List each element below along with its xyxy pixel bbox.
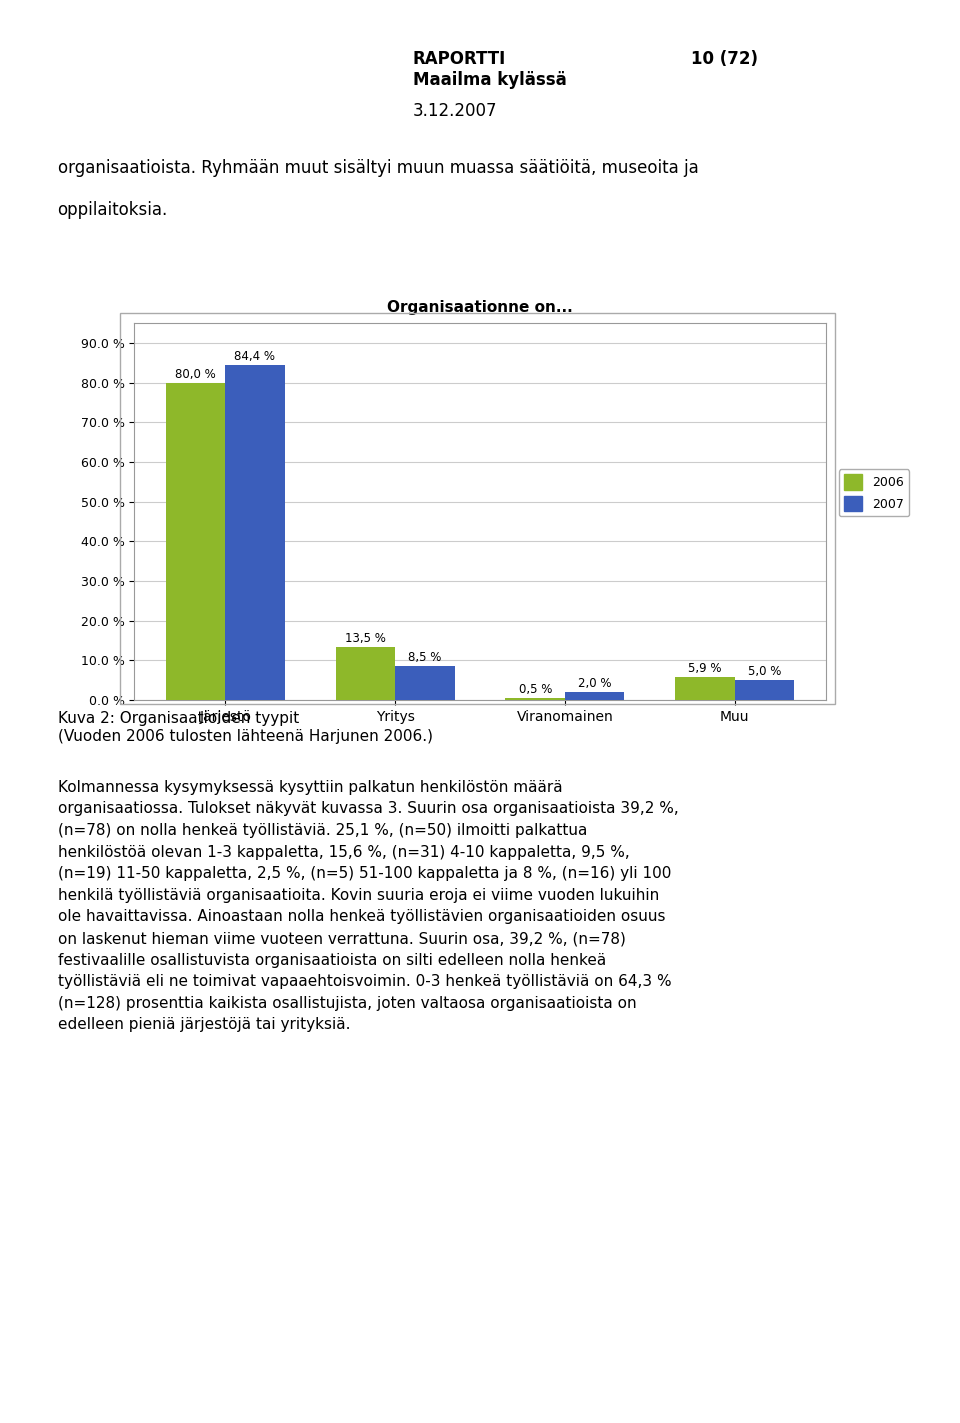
Bar <box>226 366 285 700</box>
Bar <box>506 699 564 700</box>
Text: 2,0 %: 2,0 % <box>578 677 612 690</box>
Legend: 2006, 2007: 2006, 2007 <box>839 470 909 517</box>
Text: organisaatioista. Ryhmään muut sisältyi muun muassa säätiöitä, museoita ja

oppi: organisaatioista. Ryhmään muut sisältyi … <box>58 159 698 219</box>
Title: Organisaationne on...: Organisaationne on... <box>387 300 573 314</box>
Bar <box>734 680 794 700</box>
Text: 5,9 %: 5,9 % <box>688 662 722 675</box>
Text: 3.12.2007: 3.12.2007 <box>413 102 497 121</box>
Bar <box>336 646 396 700</box>
Text: 8,5 %: 8,5 % <box>408 652 442 665</box>
Text: Kolmannessa kysymyksessä kysyttiin palkatun henkilöstön määrä
organisaatiossa. T: Kolmannessa kysymyksessä kysyttiin palka… <box>58 780 679 1033</box>
Text: 5,0 %: 5,0 % <box>748 666 781 679</box>
Text: 0,5 %: 0,5 % <box>518 683 552 696</box>
Bar <box>675 677 734 700</box>
Bar <box>396 666 454 700</box>
Bar <box>564 692 624 700</box>
Bar <box>166 383 226 700</box>
Text: RAPORTTI: RAPORTTI <box>413 50 506 68</box>
Text: Maailma kylässä: Maailma kylässä <box>413 71 566 90</box>
Text: 84,4 %: 84,4 % <box>234 350 276 363</box>
Text: 80,0 %: 80,0 % <box>175 367 216 380</box>
Text: 13,5 %: 13,5 % <box>345 632 386 645</box>
Text: 10 (72): 10 (72) <box>691 50 758 68</box>
Text: Kuva 2: Organisaatioiden tyypit
(Vuoden 2006 tulosten lähteenä Harjunen 2006.): Kuva 2: Organisaatioiden tyypit (Vuoden … <box>58 712 433 744</box>
